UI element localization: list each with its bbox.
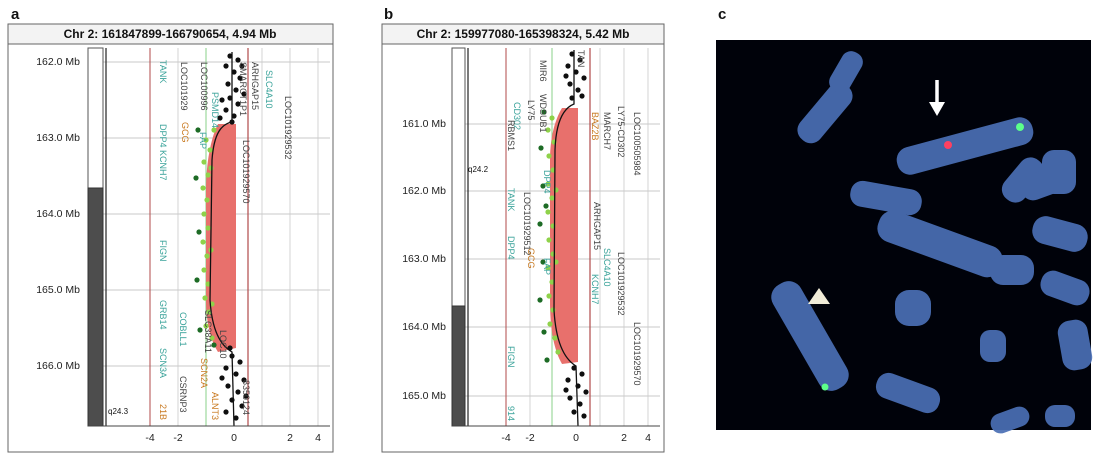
x-tick: 2: [287, 432, 293, 444]
gene-label: MARCH7: [602, 112, 612, 150]
gene-label: ARHGAP15: [250, 62, 260, 110]
gene-label: LOC100505984: [632, 112, 642, 176]
panel-letter-c: c: [718, 6, 727, 23]
gene-label: 21B: [158, 404, 168, 420]
gene-label: LY75-CD302: [616, 106, 626, 157]
gene-label: LOC101929532: [616, 252, 626, 316]
panel-b-x-ticks: -4 -2 0 2 4: [501, 432, 651, 444]
gene-label: KCNH7: [590, 274, 600, 305]
gene-label: SCN3A: [158, 348, 168, 378]
gene-label: BAZ2B: [590, 112, 600, 141]
gene-label: DPP4: [158, 124, 168, 148]
panel-b-y-ticks: 161.0 Mb 162.0 Mb 163.0 Mb 164.0 Mb 165.…: [402, 118, 446, 402]
gene-label: FIGN: [158, 240, 168, 262]
panel-a-title: Chr 2: 161847899-166790654, 4.94 Mb: [64, 27, 277, 41]
x-tick: 4: [645, 432, 651, 444]
panel-b-band-label: q24.2: [468, 165, 489, 174]
gene-label: WDSUB1: [538, 94, 548, 133]
y-tick: 162.0 Mb: [36, 56, 80, 68]
gene-label: SCN2A: [199, 358, 209, 388]
arrowhead-indicator: [808, 288, 830, 304]
x-tick: 2: [621, 432, 627, 444]
panel-letter-a: a: [11, 6, 20, 23]
gene-label: LOC101929: [179, 62, 189, 111]
x-tick: -2: [173, 432, 182, 444]
gene-label: SLC4A10: [602, 248, 612, 287]
gene-label: TANK: [158, 60, 168, 83]
gene-label: SLC4A10: [264, 70, 274, 109]
gene-label: FAP: [198, 132, 208, 149]
gene-label: DPP4: [542, 170, 552, 194]
panel-c-fish-image: [716, 40, 1093, 434]
gene-label: MIR6: [538, 60, 548, 82]
x-tick: 0: [573, 432, 579, 444]
panel-a-y-ticks: 162.0 Mb 163.0 Mb 164.0 Mb 165.0 Mb 166.…: [36, 56, 80, 372]
panel-b-ideogram: [451, 47, 469, 427]
x-tick: 0: [231, 432, 237, 444]
gene-label: TANK: [506, 188, 516, 211]
arrow-indicator: [929, 80, 945, 116]
y-tick: 163.0 Mb: [402, 253, 446, 265]
gene-label: CD302: [512, 102, 522, 130]
y-tick: 163.0 Mb: [36, 132, 80, 144]
gene-label: GCG: [180, 122, 190, 143]
gene-label: LOC101929570: [632, 322, 642, 386]
gene-label: FIGN: [506, 346, 516, 368]
y-tick: 164.0 Mb: [402, 321, 446, 333]
gene-label: KCNH7: [158, 150, 168, 181]
y-tick: 162.0 Mb: [402, 185, 446, 197]
panel-b-title: Chr 2: 159977080-165398324, 5.42 Mb: [417, 27, 630, 41]
panel-a-deletion-region: [206, 124, 236, 352]
y-tick: 164.0 Mb: [36, 208, 80, 220]
panel-a-gene-labels: TANK LOC101929 LOC100996 PSMD14 DPP4 GCG…: [158, 60, 293, 420]
gene-label: GCG: [526, 248, 536, 269]
gene-label: 914: [506, 406, 516, 421]
gene-label: COBLL1: [178, 312, 188, 347]
gene-label: LOC100996: [199, 62, 209, 111]
gene-label: LOC101929570: [241, 140, 251, 204]
gene-label: LY75: [526, 100, 536, 120]
gene-label: 8350124: [241, 380, 251, 415]
panel-b-gene-labels: CD302 LY75 RBMS1 TANK LOC101929512 DPP4 …: [506, 50, 642, 421]
gene-label: DPP4: [506, 236, 516, 260]
gene-label: LOC101929512: [522, 192, 532, 256]
gene-label: SMARCT1P1: [238, 62, 248, 116]
y-tick: 166.0 Mb: [36, 360, 80, 372]
x-tick: 4: [315, 432, 321, 444]
panel-b-deletion-region: [550, 108, 578, 364]
gene-label: PSMD14: [210, 92, 220, 128]
gene-label: ARHGAP15: [592, 202, 602, 250]
y-tick: 161.0 Mb: [402, 118, 446, 130]
x-tick: -2: [525, 432, 534, 444]
gene-label: LOC10: [218, 330, 228, 359]
gene-label: TAN: [576, 50, 586, 67]
panel-a-band-label: q24.3: [108, 407, 129, 416]
gene-label: CSRNP3: [178, 376, 188, 413]
panel-a-x-ticks: -4 -2 0 2 4: [145, 432, 321, 444]
gene-label: LOC101929532: [283, 96, 293, 160]
gene-label: ALNT3: [210, 392, 220, 420]
x-tick: -4: [145, 432, 154, 444]
panel-b-array-plot: Chr 2: 159977080-165398324, 5.42 Mb 161.…: [381, 23, 665, 453]
y-tick: 165.0 Mb: [36, 284, 80, 296]
gene-label: FAP: [542, 258, 552, 275]
gene-label: RBMS1: [506, 120, 516, 151]
panel-a-array-plot: Chr 2: 161847899-166790654, 4.94 Mb 162.…: [7, 23, 334, 453]
gene-label: SLC38A11: [203, 310, 213, 353]
y-tick: 165.0 Mb: [402, 390, 446, 402]
x-tick: -4: [501, 432, 510, 444]
panel-letter-b: b: [384, 6, 394, 23]
panel-a-ideogram: [87, 47, 107, 427]
gene-label: GRB14: [158, 300, 168, 330]
